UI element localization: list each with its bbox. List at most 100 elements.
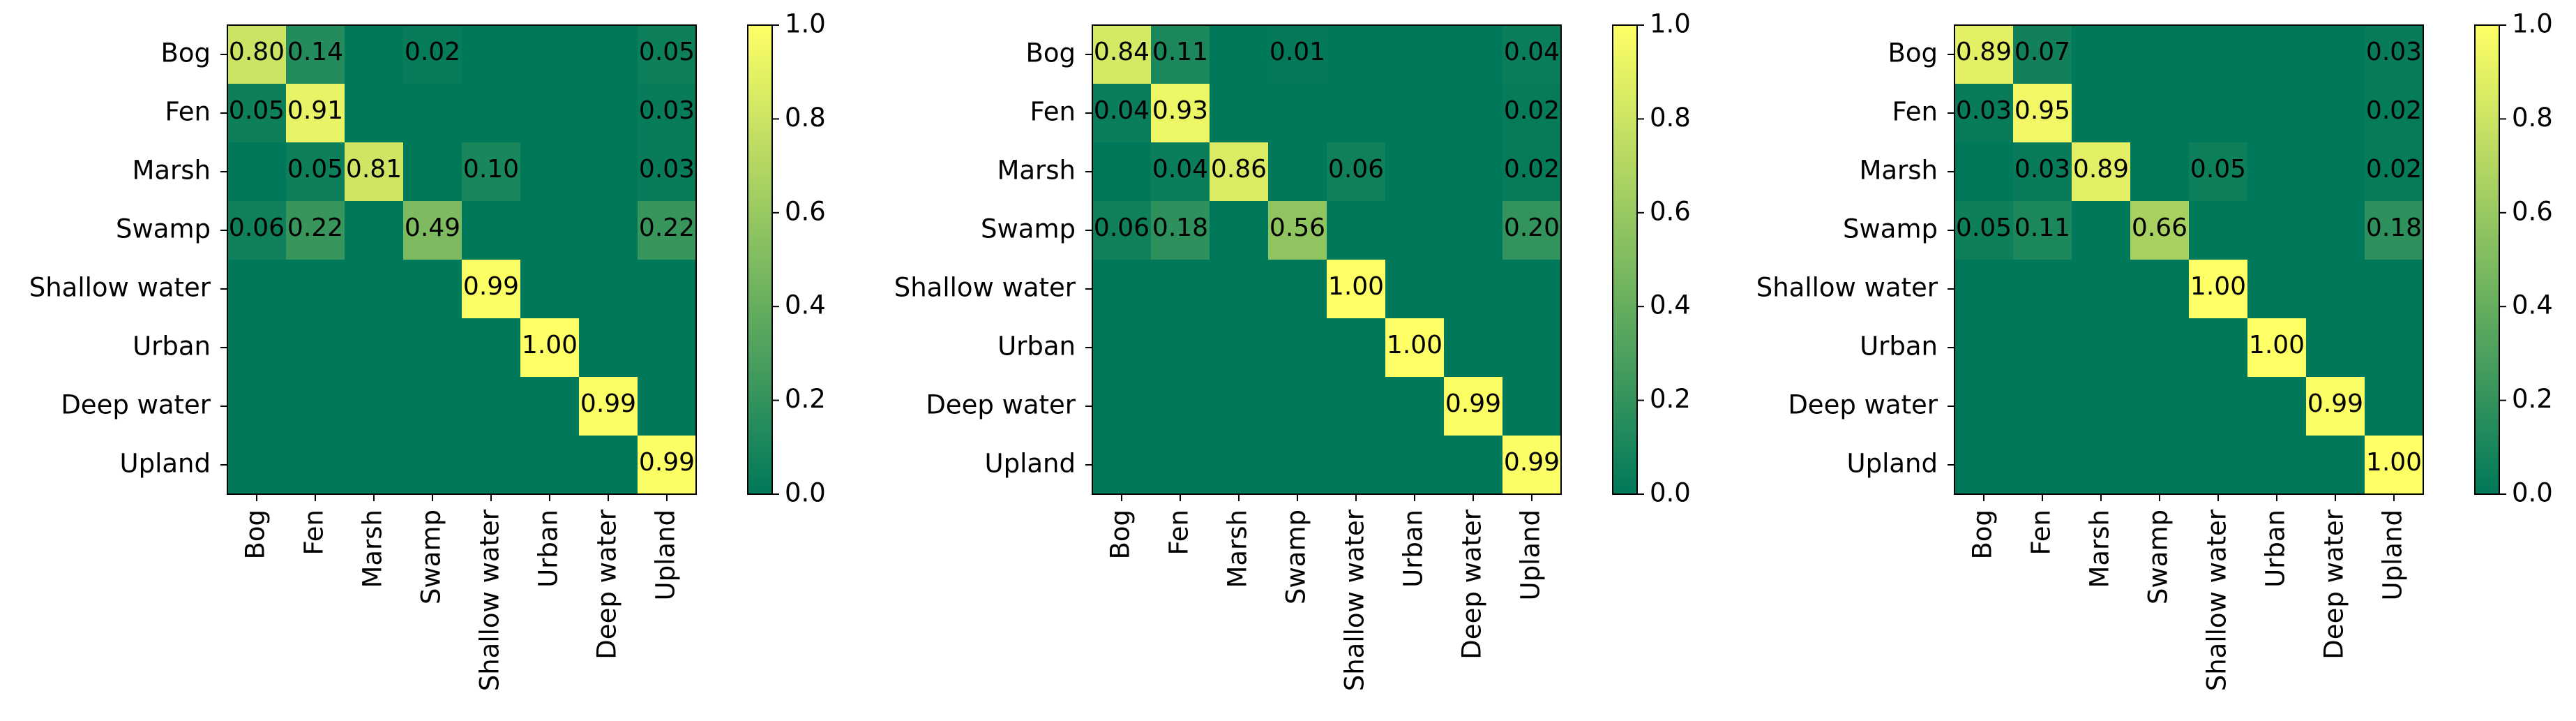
colorbar-tick-label: 0.4: [2512, 290, 2553, 320]
heatmap-cell-shallow-water-bog: [1954, 260, 2014, 319]
heatmap-cell-upland-shallow-water: [1327, 436, 1386, 495]
heatmap-cell-fen-shallow-water: [462, 84, 521, 143]
cell-value-label: 0.99: [2307, 389, 2363, 418]
colorbar-tick-label: 0.6: [785, 196, 826, 226]
heatmap-cell-shallow-water-swamp: [2130, 260, 2190, 319]
heatmap-cell-upland-urban: [520, 436, 580, 495]
cell-value-label: 0.99: [639, 448, 695, 477]
cell-value-label: 0.84: [1094, 38, 1150, 66]
matrix-frame: [227, 24, 697, 495]
heatmap-cell-fen-urban: [1385, 84, 1445, 143]
heatmap-cell-shallow-water-bog: [227, 260, 287, 319]
cell-value-label: 0.02: [1504, 155, 1560, 184]
heatmap-cell-marsh-fen: [286, 142, 345, 202]
heatmap-cell-deep-water-bog: [1092, 377, 1152, 436]
heatmap-cell-urban-fen: [286, 318, 345, 378]
colorbar-tick-label: 1.0: [1650, 9, 1691, 39]
heatmap-cell-marsh-bog: [227, 142, 287, 202]
heatmap-cell-swamp-fen: [1151, 201, 1210, 260]
colorbar-tick-label: 1.0: [785, 9, 826, 39]
cell-value-label: 1.00: [2366, 448, 2422, 477]
y-tick-label-fen: Fen: [1892, 97, 1938, 127]
heatmap-cell-urban-upland: [2365, 318, 2424, 378]
heatmap-cell-bog-marsh: [2072, 25, 2131, 84]
heatmap-cell-upland-bog: [1954, 436, 2014, 495]
heatmap-cell-swamp-urban: [2247, 201, 2307, 260]
heatmap-cell-deep-water-fen: [1151, 377, 1210, 436]
heatmap-cell-upland-fen: [286, 436, 345, 495]
cell-value-label: 0.03: [2366, 38, 2422, 66]
heatmap-cell-urban-marsh: [345, 318, 404, 378]
heatmap-cell-upland-swamp: [1268, 436, 1327, 495]
heatmap-cell-shallow-water-shallow-water: [462, 260, 521, 319]
heatmap-cell-marsh-deep-water: [1444, 142, 1503, 202]
heatmap-cell-bog-fen: [1151, 25, 1210, 84]
heatmap-cell-urban-fen: [1151, 318, 1210, 378]
x-tick-label-swamp: Swamp: [416, 510, 446, 604]
y-tick-label-upland: Upland: [120, 449, 211, 479]
heatmap-cell-swamp-upland: [1502, 201, 1562, 260]
heatmap-cell-urban-urban: [1385, 318, 1445, 378]
y-tick-label-bog: Bog: [1888, 38, 1938, 68]
heatmap-cell-shallow-water-swamp: [403, 260, 462, 319]
heatmap-cell-deep-water-marsh: [345, 377, 404, 436]
cell-value-label: 0.03: [2014, 155, 2070, 184]
heatmap-cell-fen-upland: [638, 84, 697, 143]
y-tick-label-bog: Bog: [1025, 38, 1076, 68]
cell-value-label: 1.00: [522, 331, 578, 359]
cell-value-label: 0.89: [2073, 155, 2129, 184]
heatmap-cell-urban-swamp: [2130, 318, 2190, 378]
cell-value-label: 0.03: [639, 96, 695, 125]
x-tick-label-marsh: Marsh: [2085, 510, 2115, 588]
colorbar-tick-label: 0.2: [2512, 384, 2553, 414]
heatmap-cell-deep-water-urban: [2247, 377, 2307, 436]
cell-value-label: 0.22: [639, 214, 695, 242]
y-tick-label-urban: Urban: [1860, 332, 1938, 362]
cell-value-label: 0.02: [1504, 96, 1560, 125]
heatmap-cell-fen-shallow-water: [1327, 84, 1386, 143]
x-tick-label-fen: Fen: [1164, 510, 1194, 555]
heatmap-cell-fen-swamp: [1268, 84, 1327, 143]
heatmap-cell-bog-fen: [286, 25, 345, 84]
heatmap-cell-urban-marsh: [1210, 318, 1269, 378]
heatmap-cell-marsh-shallow-water: [462, 142, 521, 202]
colorbar: [747, 24, 773, 495]
cell-value-label: 0.81: [346, 155, 402, 184]
heatmap-cell-urban-urban: [520, 318, 580, 378]
y-tick-label-deep-water: Deep water: [61, 390, 211, 420]
cell-value-label: 0.99: [463, 272, 519, 301]
heatmap-cell-marsh-urban: [520, 142, 580, 202]
y-tick-label-deep-water: Deep water: [926, 390, 1076, 420]
x-tick-label-upland: Upland: [651, 510, 681, 600]
matrix-frame: [1092, 24, 1562, 495]
heatmap-cell-swamp-deep-water: [1444, 201, 1503, 260]
heatmap-cell-shallow-water-fen: [1151, 260, 1210, 319]
heatmap-cell-fen-marsh: [1210, 84, 1269, 143]
cell-value-label: 0.10: [463, 155, 519, 184]
heatmap-cell-swamp-shallow-water: [1327, 201, 1386, 260]
heatmap-cell-swamp-marsh: [1210, 201, 1269, 260]
heatmap-cell-urban-upland: [1502, 318, 1562, 378]
y-tick-label-upland: Upland: [1847, 449, 1938, 479]
heatmap-cell-upland-bog: [227, 436, 287, 495]
heatmap-cell-urban-urban: [2247, 318, 2307, 378]
cell-value-label: 0.03: [639, 155, 695, 184]
heatmap-cell-urban-swamp: [1268, 318, 1327, 378]
heatmap-cell-urban-marsh: [2072, 318, 2131, 378]
heatmap-cell-shallow-water-marsh: [345, 260, 404, 319]
heatmap-cell-urban-deep-water: [1444, 318, 1503, 378]
heatmap-cell-marsh-upland: [2365, 142, 2424, 202]
heatmap-cell-fen-bog: [227, 84, 287, 143]
heatmap-cell-shallow-water-deep-water: [1444, 260, 1503, 319]
x-tick-label-shallow-water: Shallow water: [475, 509, 505, 691]
cell-value-label: 1.00: [1328, 272, 1384, 301]
cell-value-label: 0.04: [1152, 155, 1208, 184]
x-tick-label-marsh: Marsh: [358, 510, 388, 588]
heatmap-cell-deep-water-bog: [1954, 377, 2014, 436]
heatmap-cell-urban-fen: [2013, 318, 2072, 378]
heatmap-cell-marsh-deep-water: [579, 142, 638, 202]
colorbar-tick-label: 0.8: [785, 103, 826, 133]
cell-value-label: 0.93: [1152, 96, 1208, 125]
heatmap-cell-deep-water-marsh: [2072, 377, 2131, 436]
